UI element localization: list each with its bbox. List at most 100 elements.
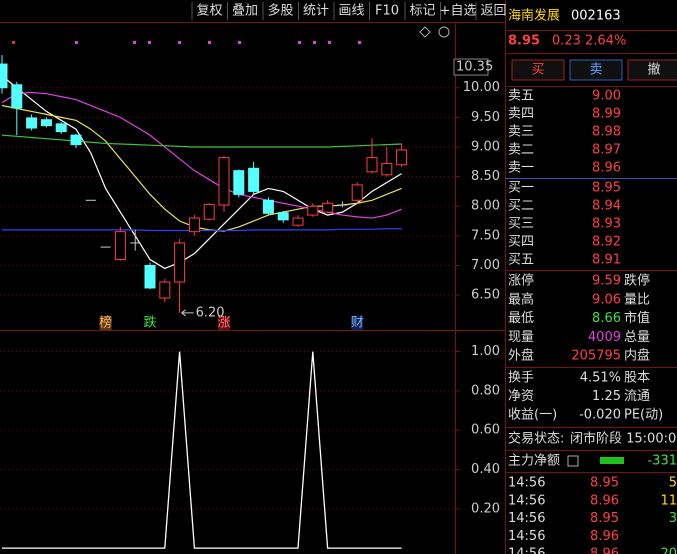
event-label: 榜 — [99, 315, 112, 331]
marker-dot — [12, 41, 15, 44]
candle-body — [40, 119, 52, 127]
toolbar-button[interactable]: F10 — [375, 4, 399, 19]
candle-body — [248, 167, 260, 192]
event-label: 跌 — [143, 315, 156, 331]
stock-name: 海南发展 — [508, 8, 560, 24]
y-tick-label: 0.20 — [471, 501, 500, 516]
marker-dot — [238, 41, 241, 44]
quote-cell: 8.94 — [592, 199, 621, 214]
candle-body — [144, 264, 156, 289]
trade-time: 14:56 — [508, 547, 545, 554]
ma-line — [1, 91, 402, 219]
marker-dot — [208, 41, 211, 44]
candle-body — [55, 123, 67, 133]
candle-body — [262, 199, 274, 214]
quote-cell: 内盘 — [624, 348, 650, 364]
trade-button[interactable] — [511, 59, 565, 81]
trade-price: 8.96 — [590, 547, 619, 554]
trade-time: 14:56 — [508, 529, 545, 544]
event-label: 涨 — [217, 316, 230, 331]
quote-cell: 卖五 — [508, 89, 534, 104]
trade-button-label[interactable]: 买 — [531, 63, 544, 78]
candle-body — [0, 63, 8, 89]
quote-cell: 8.66 — [592, 311, 621, 326]
event-tag — [351, 316, 364, 330]
quote-cell: 卖二 — [508, 143, 534, 158]
event-tag — [218, 316, 230, 330]
candle-body — [174, 242, 186, 283]
quote-cell: PE(动) — [624, 408, 663, 423]
quote-cell: 涨停 — [508, 273, 534, 289]
candle-body — [26, 117, 38, 129]
candle-body — [366, 157, 378, 173]
flow-label: 主力净额 — [508, 454, 560, 469]
y-tick-label: 0.60 — [471, 423, 500, 438]
quote-cell: 1.25 — [592, 389, 621, 404]
quote-cell: 流通 — [624, 389, 650, 404]
toolbar-button[interactable]: 返回 — [480, 4, 506, 19]
trade-volume: 3 — [669, 511, 677, 526]
candle-body — [396, 149, 408, 166]
quote-cell: 最低 — [508, 311, 534, 326]
quote-cell: 9.06 — [592, 292, 621, 307]
price-box — [453, 58, 489, 76]
candle-body — [159, 281, 171, 299]
candle-body — [233, 170, 245, 195]
trade-button[interactable] — [627, 59, 677, 81]
trade-volume: 20 — [660, 547, 677, 554]
quote-cell: 8.96 — [592, 161, 621, 176]
quote-cell: 买一 — [508, 181, 534, 196]
trade-button-label[interactable]: 撤 — [647, 62, 660, 78]
marker-dot — [178, 41, 181, 44]
y-tick-label: 9.50 — [471, 110, 500, 125]
quote-cell: 跌停 — [624, 273, 650, 289]
toolbar-button[interactable]: 统计 — [303, 4, 329, 19]
event-tag — [144, 316, 156, 330]
quote-cell: 买三 — [508, 217, 534, 232]
y-tick-label: 0.80 — [471, 383, 500, 398]
trade-time: 14:56 — [508, 476, 545, 491]
quote-cell: 8.93 — [592, 217, 621, 232]
y-tick-label: 9.00 — [471, 139, 500, 154]
candle-body — [381, 163, 393, 176]
toolbar-button[interactable]: 复权 — [196, 3, 222, 19]
trade-price: 8.96 — [590, 529, 619, 544]
quote-cell: 卖一 — [508, 161, 534, 176]
last-price: 8.95 — [508, 34, 540, 49]
toolbar-button[interactable]: 标记 — [409, 4, 435, 19]
candle-body — [218, 157, 230, 206]
event-label: 财 — [351, 316, 364, 331]
toolbar-button[interactable]: 画线 — [338, 4, 364, 19]
toolbar-button[interactable]: 叠加 — [232, 4, 258, 19]
candle-body — [322, 202, 334, 213]
y-tick-label: 8.00 — [471, 199, 500, 214]
candle-body — [307, 205, 319, 216]
icon — [567, 455, 579, 467]
stock-code: 002163 — [571, 9, 621, 24]
quote-cell: 8.92 — [592, 235, 621, 250]
marker-dot — [75, 41, 78, 44]
quote-cell: 8.95 — [592, 181, 621, 196]
quote-cell: 买四 — [508, 235, 534, 250]
trade-button-label[interactable]: 卖 — [589, 63, 602, 78]
toolbar-button[interactable]: 多股 — [267, 3, 293, 19]
quote-cell: 股本 — [624, 371, 650, 386]
y-tick-label: 1.00 — [471, 344, 500, 359]
quote-cell: 买五 — [508, 253, 534, 268]
y-tick-label: 10.00 — [463, 80, 500, 95]
trade-button[interactable] — [569, 59, 623, 81]
status: 闭市阶段 15:00:00 — [570, 431, 677, 447]
marker-dot — [298, 41, 301, 44]
trade-price: 8.95 — [590, 476, 619, 491]
candle-body — [203, 203, 215, 220]
toolbar-button[interactable]: +自选 — [440, 4, 477, 19]
trade-price: 8.95 — [590, 511, 619, 526]
change-pct: 2.64% — [585, 34, 626, 49]
ma-line — [1, 75, 402, 270]
event-tag — [99, 316, 112, 330]
quote-cell: 8.91 — [592, 253, 621, 268]
y-tick-label: 6.50 — [471, 288, 500, 303]
quote-cell: 卖四 — [508, 107, 534, 122]
